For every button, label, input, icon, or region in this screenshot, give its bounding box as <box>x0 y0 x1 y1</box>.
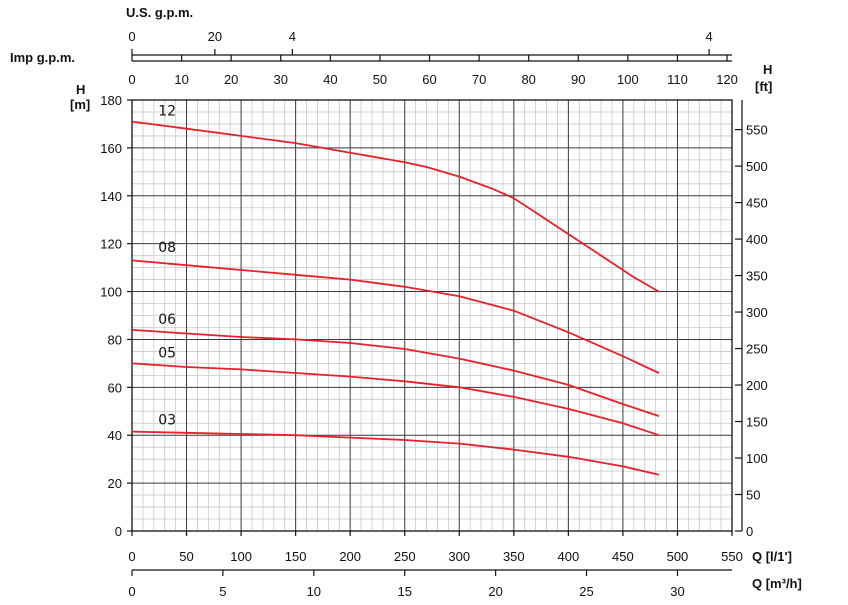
right-axis-title-top: H <box>763 62 772 77</box>
minor-grid <box>132 100 732 531</box>
bottom-lpm-axis-tick-label: 500 <box>667 549 689 564</box>
bottom-lpm-axis-tick-label: 200 <box>339 549 361 564</box>
bottom-lpm-axis-tick-label: 50 <box>179 549 193 564</box>
right-axis-tick-label: 550 <box>746 123 768 138</box>
bottom-lpm-axis-tick-label: 100 <box>230 549 252 564</box>
bottom-m3h-axis-tick-label: 25 <box>579 584 593 599</box>
bottom-lpm-axis-tick-label: 550 <box>721 549 743 564</box>
labels: 12 08 06 05 03 <box>158 104 176 429</box>
right-axis-tick-label: 0 <box>746 524 753 539</box>
plot-frame <box>131 99 733 532</box>
bottom-m3h-axis-tick-label: 10 <box>307 584 321 599</box>
bottom-lpm-axis-tick-label: 400 <box>558 549 580 564</box>
bottom-lpm-axis-tick-label: 250 <box>394 549 416 564</box>
top-imp-axis-tick-label: 100 <box>617 72 639 87</box>
bottom-lpm-axis-tick-label: 0 <box>128 549 135 564</box>
bottom-m3h-axis-tick-label: 5 <box>219 584 226 599</box>
right-axis-tick-label: 50 <box>746 488 760 503</box>
right-axis-tick-label: 450 <box>746 196 768 211</box>
curve-05 <box>131 362 660 437</box>
bottom-lpm-axis-tick-label: 350 <box>503 549 525 564</box>
top-us-axis-tick-label: 0 <box>128 29 135 44</box>
left-axis-tick-label: 60 <box>108 380 122 395</box>
left-axis-tick-label: 120 <box>100 237 122 252</box>
curve-label-08: 08 <box>158 240 176 256</box>
curve-label-12: 12 <box>158 104 176 120</box>
bottom-m3h-axis-tick-label: 0 <box>128 584 135 599</box>
right-axis-tick-label: 200 <box>746 378 768 393</box>
right-axis-title-bottom: [ft] <box>755 79 772 94</box>
bottom-m3h-axis-title: Q [m³/h] <box>752 576 802 591</box>
axes: 0204060801001201401601800501001502002503… <box>100 29 767 599</box>
top-imp-axis-tick-label: 50 <box>373 72 387 87</box>
top-imp-axis-tick-label: 10 <box>174 72 188 87</box>
bottom-lpm-axis-tick-label: 300 <box>448 549 470 564</box>
top-us-axis-title: U.S. g.p.m. <box>126 5 193 20</box>
top-imp-axis-tick-label: 110 <box>667 72 688 87</box>
top-imp-axis-tick-label: 30 <box>274 72 288 87</box>
top-us-axis-tick-label: 4 <box>289 29 296 44</box>
bottom-lpm-axis-tick-label: 450 <box>612 549 634 564</box>
top-us-axis-tick-label: 20 <box>208 29 222 44</box>
top-imp-axis-tick-label: 40 <box>323 72 337 87</box>
top-us-axis-tick-label: 4 <box>705 29 712 44</box>
left-axis-tick-label: 0 <box>115 524 122 539</box>
left-axis-title-top: H <box>76 82 85 97</box>
right-axis-tick-label: 150 <box>746 415 768 430</box>
curve-06 <box>131 329 660 417</box>
bottom-lpm-axis-title: Q [l/1'] <box>752 549 792 564</box>
curve-label-03: 03 <box>158 412 176 428</box>
top-imp-axis-tick-label: 20 <box>224 72 238 87</box>
bottom-m3h-axis-tick-label: 20 <box>488 584 502 599</box>
right-axis-tick-label: 400 <box>746 232 768 247</box>
left-axis-tick-label: 40 <box>108 428 122 443</box>
left-axis-tick-label: 80 <box>108 332 122 347</box>
left-axis-tick-label: 180 <box>100 93 122 108</box>
top-imp-axis-tick-label: 80 <box>521 72 535 87</box>
curve-12 <box>131 120 660 293</box>
top-imp-axis-tick-label: 0 <box>128 72 135 87</box>
left-axis-title-bottom: [m] <box>70 97 90 112</box>
left-axis-tick-label: 160 <box>100 141 122 156</box>
top-imp-axis-tick-label: 90 <box>571 72 585 87</box>
right-axis-tick-label: 350 <box>746 269 768 284</box>
bottom-m3h-axis-tick-label: 15 <box>397 584 411 599</box>
curve-08 <box>131 259 660 374</box>
bottom-lpm-axis-tick-label: 150 <box>285 549 307 564</box>
top-imp-axis-tick-label: 120 <box>716 72 738 87</box>
left-axis-tick-label: 100 <box>100 285 122 300</box>
right-axis-tick-label: 100 <box>746 451 768 466</box>
top-imp-axis-tick-label: 70 <box>472 72 486 87</box>
top-imp-axis-tick-label: 60 <box>422 72 436 87</box>
top-imp-axis-title: Imp g.p.m. <box>10 50 75 65</box>
right-axis-tick-label: 250 <box>746 342 768 357</box>
right-axis-tick-label: 300 <box>746 305 768 320</box>
left-axis-tick-label: 140 <box>100 189 122 204</box>
curve-label-05: 05 <box>158 345 176 361</box>
bottom-m3h-axis-tick-label: 30 <box>670 584 684 599</box>
curves <box>131 120 660 476</box>
curve-label-06: 06 <box>158 312 176 328</box>
right-axis-tick-label: 500 <box>746 159 768 174</box>
curve-03 <box>131 430 660 476</box>
left-axis-tick-label: 20 <box>108 476 122 491</box>
